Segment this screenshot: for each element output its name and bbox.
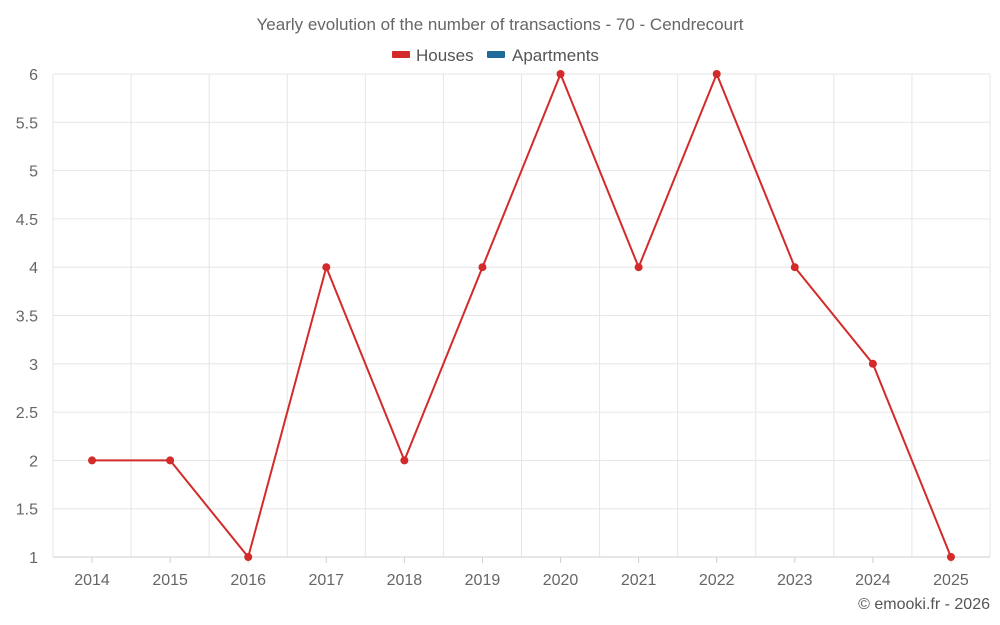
- data-point-houses[interactable]: [712, 70, 721, 78]
- legend-item-apartments[interactable]: Apartments: [487, 46, 599, 65]
- y-tick-label: 4.5: [16, 212, 38, 229]
- y-tick-label: 5: [29, 164, 38, 181]
- y-tick-label: 3.5: [16, 309, 38, 326]
- legend-label-houses: Houses: [416, 46, 474, 65]
- y-tick-label: 2.5: [16, 405, 38, 422]
- x-tick-label: 2025: [933, 572, 969, 589]
- credit-text: © emooki.fr - 2026: [858, 596, 990, 613]
- y-tick-label: 1: [29, 550, 38, 567]
- data-point-houses[interactable]: [868, 359, 877, 368]
- x-tick-label: 2017: [308, 572, 344, 589]
- x-tick-label: 2022: [699, 572, 735, 589]
- data-point-houses[interactable]: [322, 263, 331, 272]
- data-point-houses[interactable]: [244, 553, 253, 561]
- y-axis: 1 1.5 2 2.5 3 3.5 4 4.5 5 5.5 6: [16, 67, 38, 567]
- data-point-houses[interactable]: [946, 553, 955, 561]
- series-line-houses: [92, 73, 952, 558]
- chart-title: Yearly evolution of the number of transa…: [257, 15, 744, 34]
- data-point-houses[interactable]: [478, 263, 487, 272]
- legend: Houses Apartments: [392, 46, 599, 65]
- x-tick-label: 2014: [74, 572, 110, 589]
- data-point-houses[interactable]: [400, 456, 409, 465]
- plot-area: [88, 70, 955, 561]
- x-tick-label: 2019: [465, 572, 501, 589]
- legend-label-apartments: Apartments: [512, 46, 599, 65]
- x-tick-label: 2016: [230, 572, 266, 589]
- x-tick-label: 2023: [777, 572, 813, 589]
- x-tick-label: 2020: [543, 572, 579, 589]
- x-tick-label: 2024: [855, 572, 891, 589]
- y-tick-label: 2: [29, 453, 38, 470]
- y-tick-label: 3: [29, 357, 38, 374]
- legend-item-houses[interactable]: Houses: [392, 46, 474, 65]
- y-tick-label: 4: [29, 260, 38, 277]
- y-tick-label: 6: [29, 67, 38, 84]
- data-point-houses[interactable]: [556, 70, 565, 78]
- y-tick-label: 5.5: [16, 115, 38, 132]
- data-point-houses[interactable]: [634, 263, 643, 272]
- legend-swatch-houses: [392, 51, 410, 58]
- y-tick-label: 1.5: [16, 502, 38, 519]
- data-point-houses[interactable]: [790, 263, 799, 272]
- data-point-houses[interactable]: [88, 456, 97, 465]
- data-point-houses[interactable]: [166, 456, 175, 465]
- x-tick-label: 2015: [152, 572, 188, 589]
- x-tick-label: 2018: [387, 572, 423, 589]
- legend-swatch-apartments: [487, 51, 505, 58]
- x-axis: 2014 2015 2016 2017 2018 2019 2020 2021 2022 2023…: [53, 556, 990, 589]
- grid: [52, 73, 991, 558]
- x-tick-label: 2021: [621, 572, 657, 589]
